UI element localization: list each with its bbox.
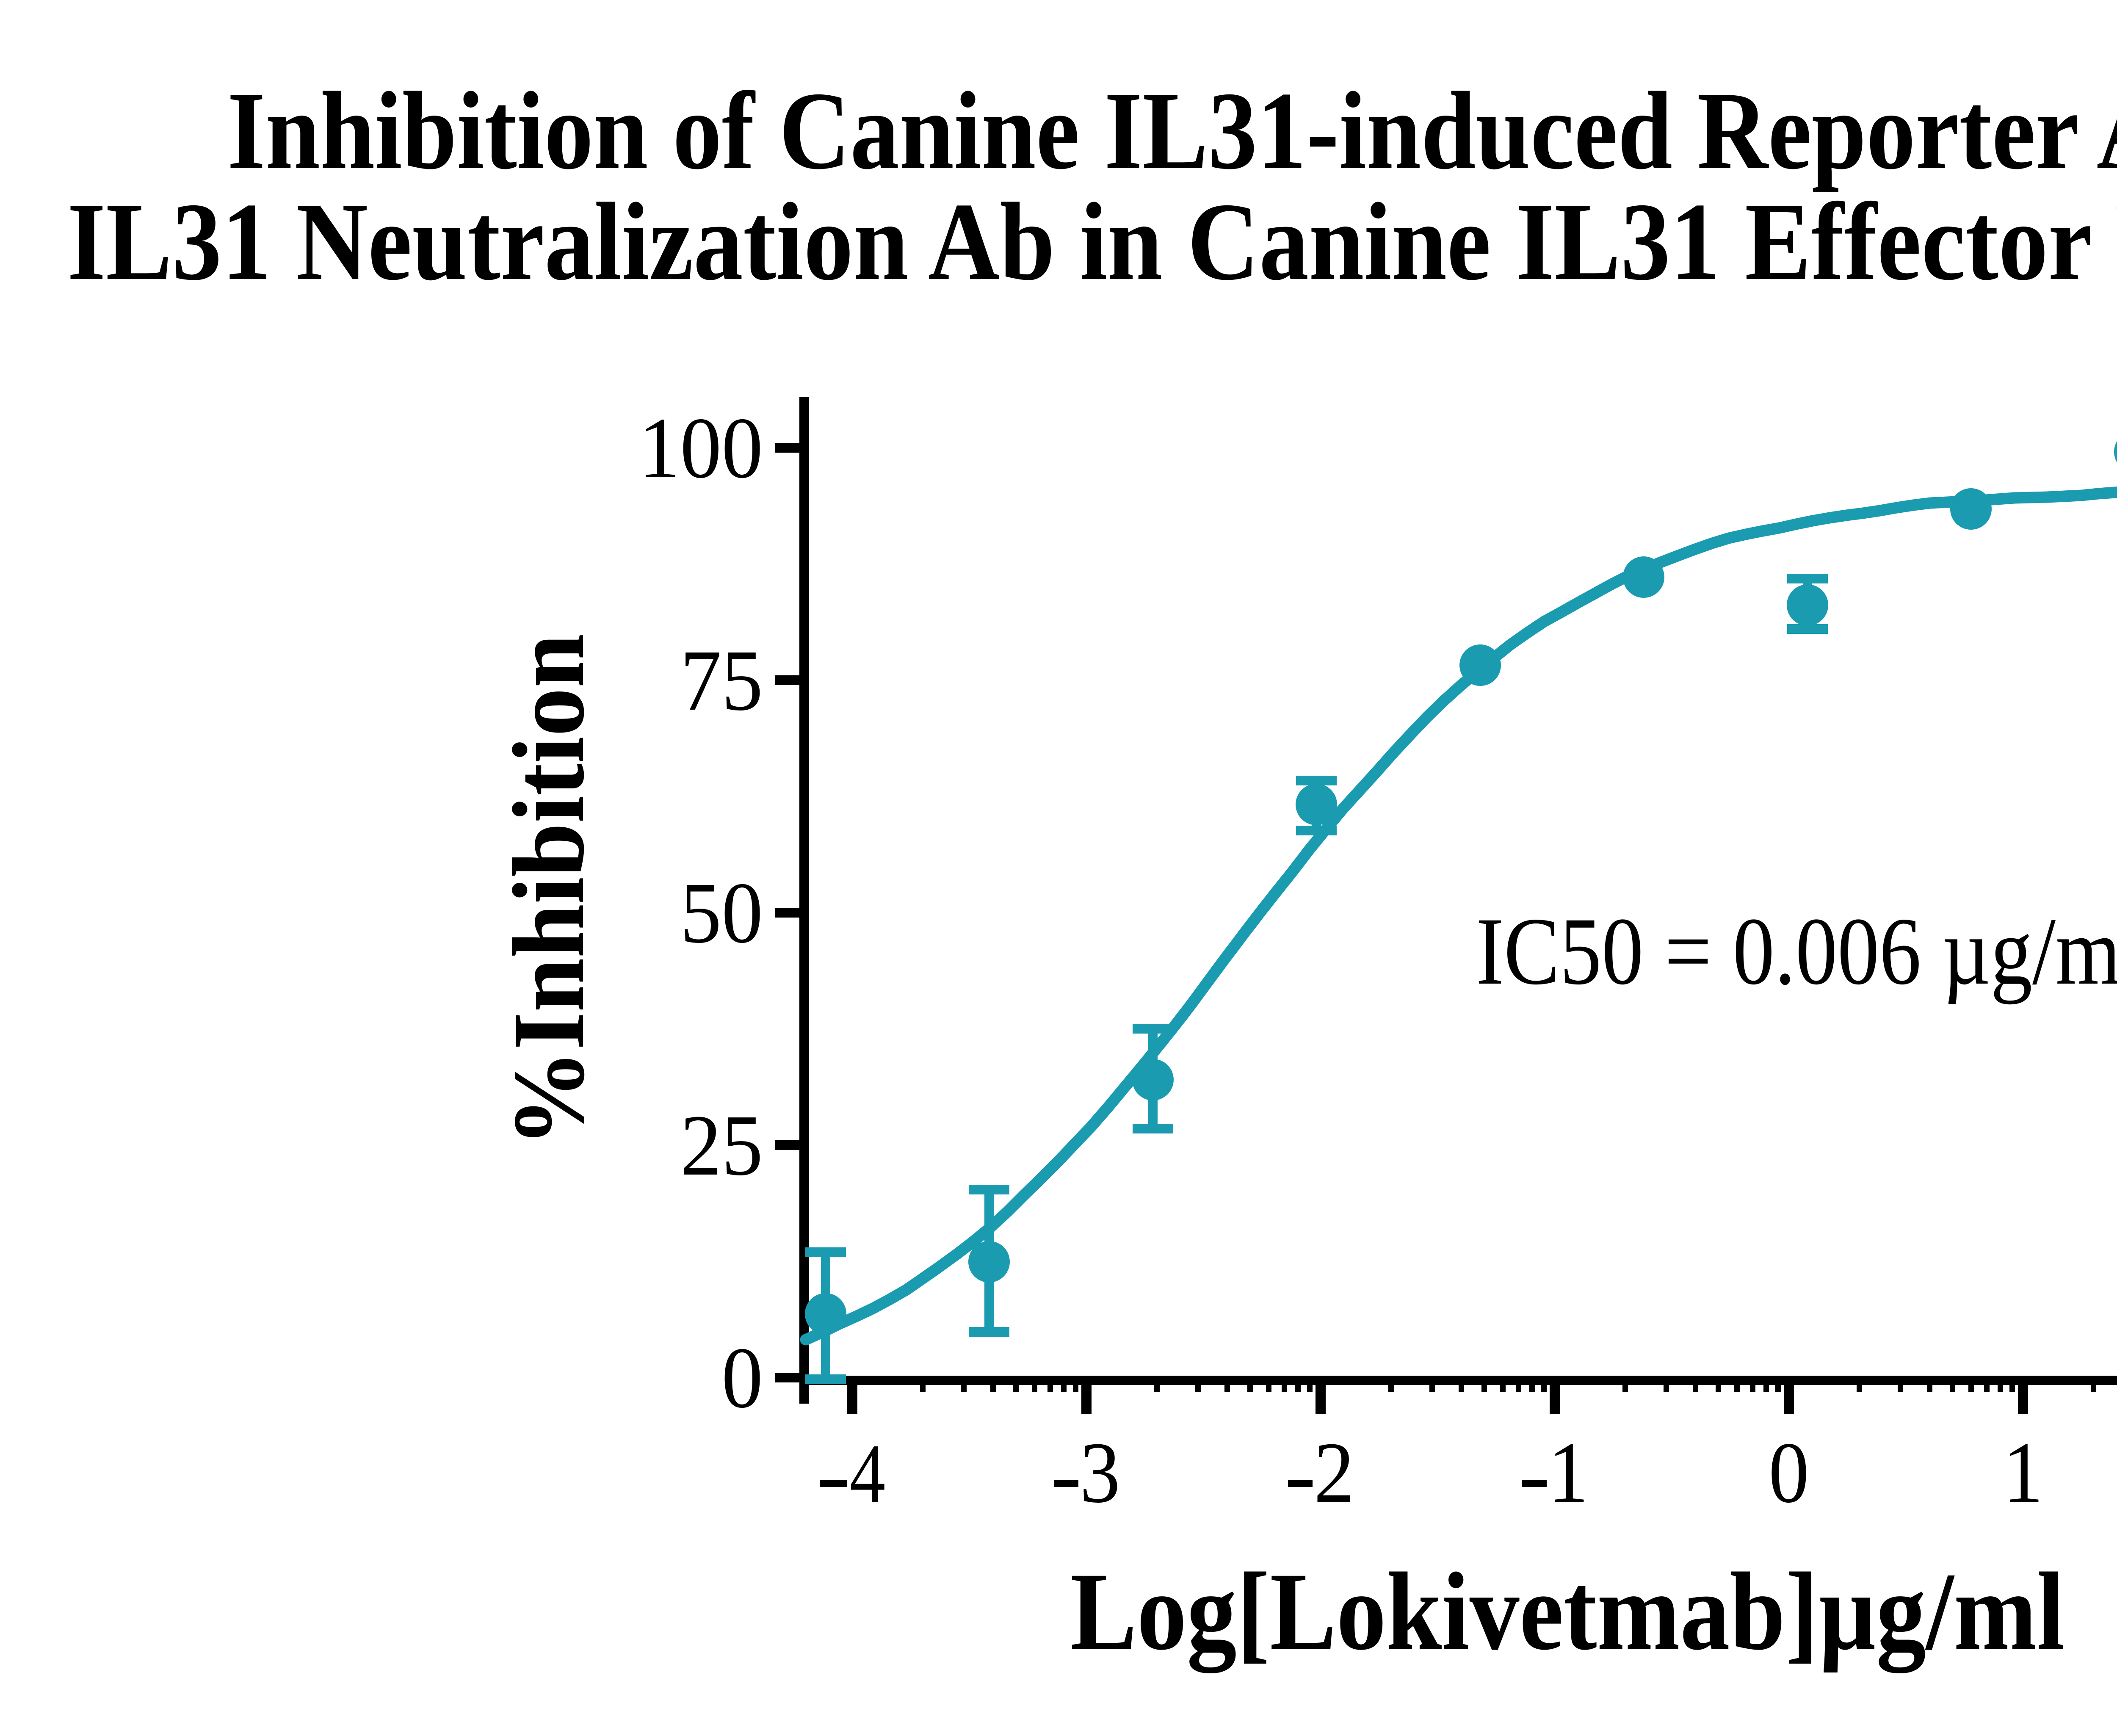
- svg-text:0: 0: [1769, 1425, 1809, 1521]
- svg-text:Log[Lokivetmab]µg/ml: Log[Lokivetmab]µg/ml: [1070, 1550, 2064, 1673]
- svg-text:100: 100: [638, 400, 763, 496]
- svg-text:Inhibition of Canine IL31-indu: Inhibition of Canine IL31-induced Report…: [227, 69, 2117, 193]
- svg-text:IL31 Neutralization Ab in Cani: IL31 Neutralization Ab in Canine IL31 Ef…: [67, 180, 2117, 303]
- svg-text:IC50 = 0.006 µg/ml: IC50 = 0.006 µg/ml: [1476, 898, 2117, 1005]
- svg-text:3: 3: [1080, 1425, 1120, 1521]
- svg-text:75: 75: [680, 632, 763, 729]
- svg-text:0: 0: [721, 1330, 763, 1426]
- svg-text:2: 2: [1314, 1425, 1354, 1521]
- svg-text:%Inhibition: %Inhibition: [492, 634, 606, 1147]
- svg-text:25: 25: [680, 1097, 763, 1194]
- svg-text:1: 1: [1548, 1425, 1589, 1521]
- svg-text:4: 4: [850, 1426, 886, 1520]
- svg-text:1: 1: [2003, 1425, 2043, 1521]
- svg-text:50: 50: [680, 865, 763, 961]
